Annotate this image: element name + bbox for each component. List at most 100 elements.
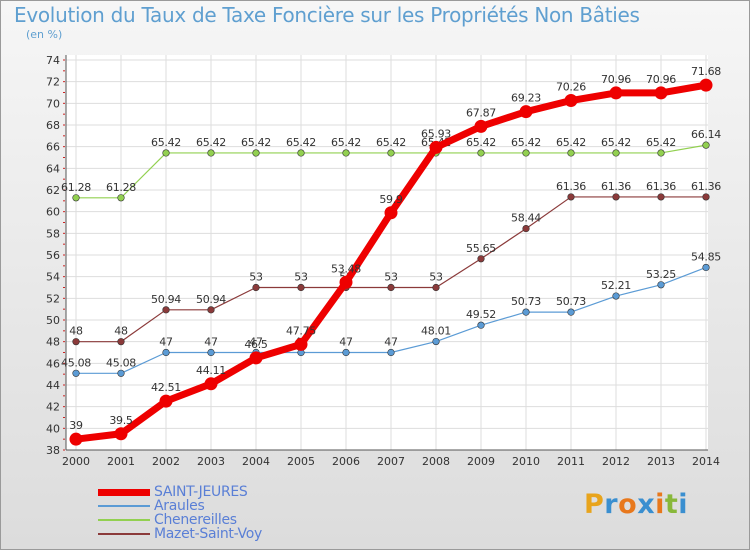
data-label-chenereilles: 65.42 [556,136,586,149]
point-araules [432,337,440,346]
data-label-mazet-saint-voy: 53 [384,271,398,284]
x-tick-label: 2001 [107,455,135,468]
data-label-mazet-saint-voy: 53 [429,271,443,284]
legend-swatch [98,489,150,496]
point-mazet-saint-voy [72,338,80,346]
data-label-araules: 45.08 [106,356,136,369]
data-label-mazet-saint-voy: 53 [249,271,263,284]
data-label-saint-jeures: 39.5 [109,414,133,427]
point-mazet-saint-voy [207,306,215,314]
data-label-chenereilles: 65.42 [196,136,226,149]
data-label-araules: 47 [204,336,218,349]
data-label-chenereilles: 61.28 [106,181,136,194]
point-mazet-saint-voy [657,193,665,201]
data-label-chenereilles: 65.42 [151,136,181,149]
point-chenereilles [387,149,395,157]
logo-letter: t [664,489,679,520]
data-label-mazet-saint-voy: 58.44 [511,212,541,225]
point-mazet-saint-voy [702,193,710,201]
y-tick-label: 60 [46,206,60,219]
data-label-mazet-saint-voy: 53 [294,271,308,284]
point-araules [72,369,80,377]
data-label-mazet-saint-voy: 48 [69,325,83,338]
data-label-mazet-saint-voy: 61.36 [601,180,631,193]
data-label-araules: 49.52 [466,308,496,321]
point-chenereilles [297,149,305,157]
data-label-araules: 47 [384,336,398,349]
point-araules [117,369,125,377]
y-tick-label: 66 [46,141,60,154]
x-tick-label: 2013 [647,455,675,468]
data-label-chenereilles: 66.14 [691,128,721,141]
point-araules [162,348,170,357]
data-label-saint-jeures: 70.96 [646,73,676,86]
data-label-araules: 50.73 [511,295,541,308]
y-tick-label: 72 [46,76,60,89]
y-tick-label: 44 [46,379,60,392]
data-label-mazet-saint-voy: 48 [114,325,128,338]
data-label-mazet-saint-voy: 55.65 [466,242,496,255]
point-saint-jeures [654,86,668,100]
y-tick-label: 50 [46,314,60,327]
data-label-araules: 45.08 [61,356,91,369]
point-araules [342,348,350,357]
proxiti-logo: Proxiti [584,489,688,520]
point-saint-jeures [519,105,533,119]
chart-title: Evolution du Taux de Taxe Foncière sur l… [14,3,640,27]
y-tick-label: 58 [46,227,60,240]
y-tick-label: 56 [46,249,60,262]
point-mazet-saint-voy [612,193,620,201]
data-label-araules: 48.01 [421,325,451,338]
x-tick-label: 2008 [422,455,450,468]
point-araules [657,281,665,289]
point-saint-jeures [204,377,218,391]
point-saint-jeures [429,140,443,154]
data-label-mazet-saint-voy: 50.94 [196,293,226,306]
data-label-araules: 50.73 [556,295,586,308]
y-tick-label: 64 [46,162,60,175]
y-tick-label: 74 [46,54,60,67]
point-saint-jeures [249,351,263,365]
logo-letter: i [655,489,665,520]
data-label-saint-jeures: 39 [69,419,83,432]
legend-swatch [98,505,150,507]
y-tick-label: 40 [46,422,60,435]
logo-letter: i [678,489,689,520]
logo-letter: P [584,489,605,520]
x-tick-label: 2014 [692,455,720,468]
point-chenereilles [477,149,485,157]
point-araules [387,348,395,357]
point-araules [207,348,215,357]
point-saint-jeures [339,275,353,289]
point-chenereilles [117,194,125,202]
data-label-saint-jeures: 71.68 [691,65,721,78]
y-tick-label: 68 [46,119,60,132]
y-tick-label: 52 [46,292,60,305]
point-mazet-saint-voy [567,193,575,201]
data-label-araules: 47 [159,336,173,349]
point-araules [702,263,710,272]
point-mazet-saint-voy [432,283,440,292]
x-tick-label: 2007 [377,455,405,468]
point-chenereilles [342,149,350,157]
point-mazet-saint-voy [387,283,395,292]
data-label-saint-jeures: 70.96 [601,73,631,86]
point-saint-jeures [384,206,398,220]
y-tick-label: 62 [46,184,60,197]
point-chenereilles [702,141,710,149]
point-mazet-saint-voy [522,224,530,233]
point-chenereilles [207,149,215,157]
data-label-saint-jeures: 53.48 [331,262,361,275]
point-chenereilles [612,149,620,157]
point-saint-jeures [474,119,488,133]
legend-label: Chenereilles [154,512,237,528]
data-label-araules: 47 [249,336,263,349]
data-label-saint-jeures: 69.23 [511,92,541,105]
point-chenereilles [522,149,530,157]
y-tick-label: 46 [46,357,60,370]
legend-swatch [98,519,150,521]
point-mazet-saint-voy [162,306,170,314]
point-mazet-saint-voy [477,255,485,263]
data-label-saint-jeures: 67.87 [466,106,496,119]
